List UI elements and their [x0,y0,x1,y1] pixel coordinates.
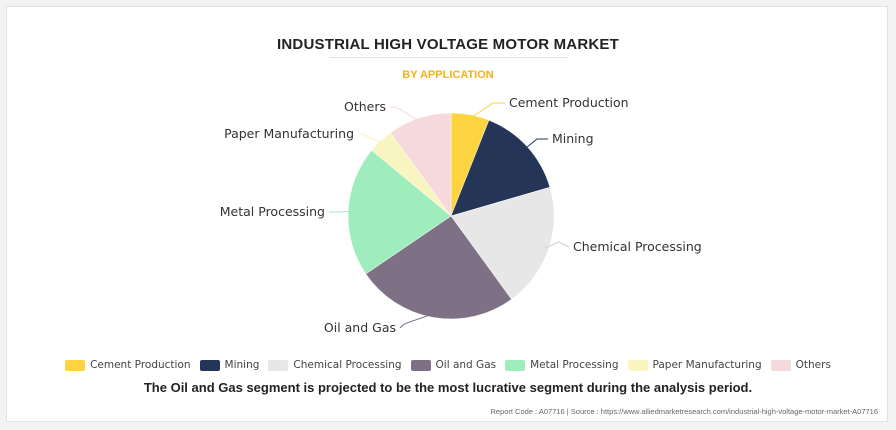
leader-line-cement-production [469,102,505,120]
legend-item-metal-processing: Metal Processing [505,359,619,371]
legend-item-mining: Mining [199,359,260,371]
slice-label-metal-processing: Metal Processing [220,204,325,219]
legend-label: Cement Production [90,359,191,371]
leader-line-oil-and-gas [399,313,435,329]
pie-slice-oil-and-gas [365,215,512,320]
legend-swatch [268,359,289,371]
slice-label-oil-and-gas: Oil and Gas [324,320,396,335]
legend-swatch [770,359,791,371]
legend-swatch [65,359,86,371]
report-source: Report Code : A07716 | Source : https://… [490,407,878,416]
legend-label: Metal Processing [530,359,619,371]
title-divider [330,57,568,58]
leader-line-metal-processing [329,210,353,213]
legend-label: Paper Manufacturing [652,359,762,371]
legend-item-others: Others [770,359,831,371]
leader-line-chemical-processing [544,241,570,249]
slice-label-mining: Mining [552,131,594,146]
legend-item-paper-manufacturing: Paper Manufacturing [627,359,762,371]
legend-item-oil-and-gas: Oil and Gas [410,359,497,371]
legend-swatch [199,359,220,371]
slice-label-paper-manufacturing: Paper Manufacturing [224,126,354,141]
leader-line-others [390,106,421,123]
legend-label: Oil and Gas [435,359,497,371]
legend-item-chemical-processing: Chemical Processing [268,359,402,371]
legend-item-cement-production: Cement Production [65,359,191,371]
slice-label-chemical-processing: Chemical Processing [573,239,702,254]
legend-label: Chemical Processing [293,359,402,371]
leader-line-paper-manufacturing [358,133,384,145]
slice-label-cement-production: Cement Production [509,95,629,110]
legend-swatch [505,359,526,371]
legend-swatch [627,359,648,371]
pie-slice-others [390,112,452,217]
pie-slice-chemical-processing [450,186,555,300]
chart-title: INDUSTRIAL HIGH VOLTAGE MOTOR MARKET [277,36,619,53]
slice-label-others: Others [344,99,386,114]
legend-label: Mining [224,359,260,371]
chart-subtitle: BY APPLICATION [402,69,494,81]
chart-summary: The Oil and Gas segment is projected to … [143,380,753,395]
leader-line-mining [523,138,548,150]
legend-swatch [410,359,431,371]
legend-label: Others [795,359,831,371]
chart-legend: Cement Production Mining Chemical Processi… [0,359,896,371]
